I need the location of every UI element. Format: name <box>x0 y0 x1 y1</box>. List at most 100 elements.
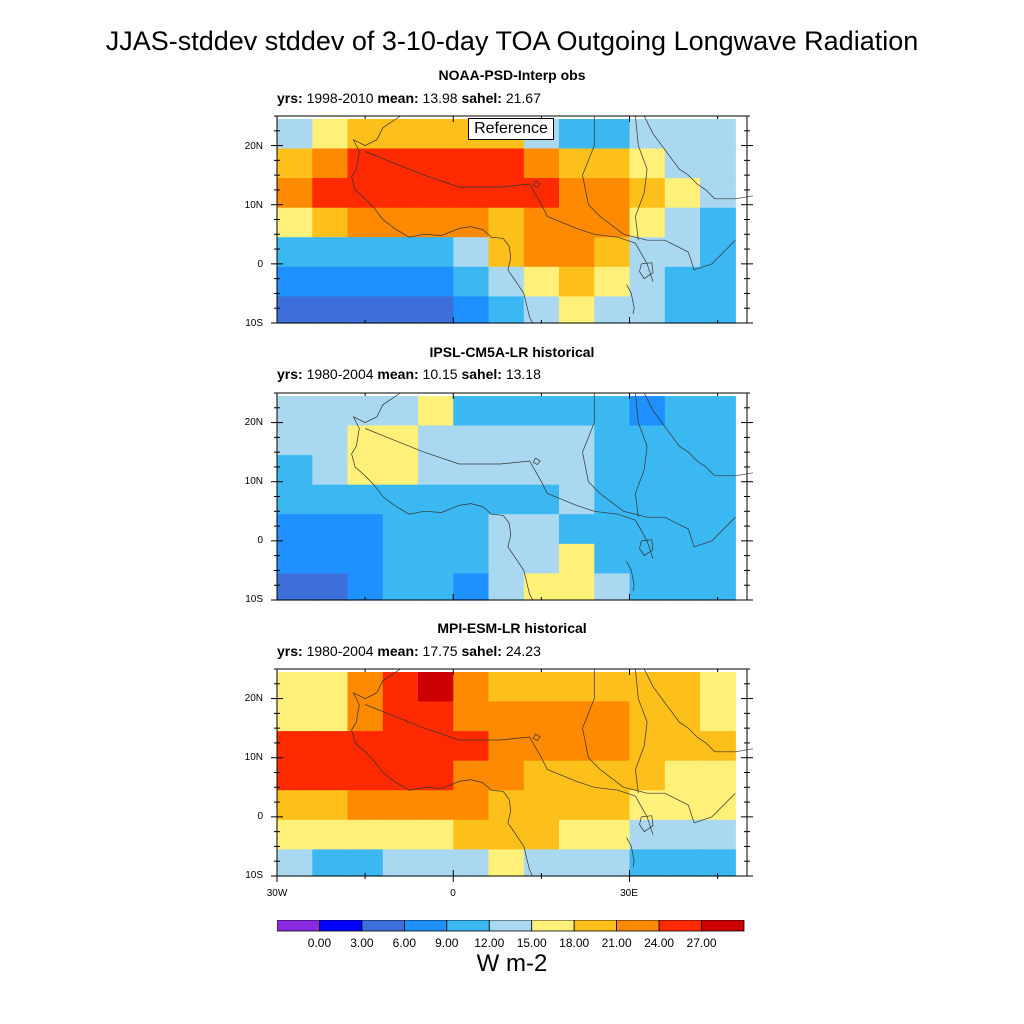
heatmap-cell <box>488 207 525 238</box>
heatmap-cell <box>700 790 736 821</box>
heatmap-cell <box>312 266 349 297</box>
heatmap-cell <box>418 237 454 268</box>
colorbar-label: 9.00 <box>435 936 459 950</box>
heatmap-cell <box>629 148 666 179</box>
heatmap-cell <box>453 701 490 732</box>
coastline-path <box>582 669 736 824</box>
heatmap-cell <box>418 207 454 238</box>
map-panel-1 <box>271 115 753 324</box>
heatmap-cell <box>594 849 631 877</box>
colorbar-label: 12.00 <box>474 936 505 950</box>
figure-title: JJAS-stddev stddev of 3-10-day TOA Outgo… <box>105 26 919 56</box>
heatmap-cell <box>559 731 595 762</box>
heatmap-cell <box>382 672 419 703</box>
heatmap-cell <box>523 760 560 791</box>
heatmap-cell <box>629 296 666 324</box>
lat-label-20n: 20N <box>244 141 263 152</box>
heatmap-cell <box>629 425 666 456</box>
heatmap-cell <box>488 543 525 574</box>
colorbar-swatch <box>319 919 363 932</box>
coastline-path <box>626 561 635 592</box>
heatmap-cell <box>700 543 736 574</box>
colorbar-label: 15.00 <box>516 936 547 950</box>
heatmap-cell <box>523 701 560 732</box>
heatmap-cell <box>629 119 666 150</box>
heatmap-cell <box>453 148 490 179</box>
heatmap-cell <box>312 178 349 209</box>
heatmap-cell <box>594 455 631 486</box>
heatmap-cell <box>453 425 490 456</box>
heatmap-cell <box>594 819 631 850</box>
coastline-path <box>639 262 654 280</box>
colorbar-label: 3.00 <box>350 936 374 950</box>
heatmap-cell <box>277 396 313 427</box>
heatmap-cell <box>559 819 595 850</box>
colorbar-swatch <box>276 919 320 932</box>
heatmap-cell <box>453 573 490 601</box>
heatmap-cell <box>523 148 560 179</box>
heatmap-cell <box>312 425 349 456</box>
heatmap-cell <box>347 207 384 238</box>
lat-label-10s: 10S <box>245 318 263 329</box>
panel-title-3: MPI-ESM-LR historical <box>437 620 587 636</box>
heatmap-cell <box>664 396 701 427</box>
heatmap-cell <box>312 573 349 601</box>
coastline-path <box>353 115 401 146</box>
heatmap-cell <box>312 849 349 877</box>
heatmap-cell <box>523 207 560 238</box>
heatmap-cell <box>523 790 560 821</box>
heatmap-cell <box>700 672 736 703</box>
heatmap-cell <box>382 849 419 877</box>
heatmap-cell <box>594 207 631 238</box>
heatmap-cell <box>453 455 490 486</box>
heatmap-cell <box>312 543 349 574</box>
heatmap-cell <box>382 819 419 850</box>
heatmap-cell <box>347 237 384 268</box>
heatmap-cell <box>664 425 701 456</box>
heatmap-cell <box>488 425 525 456</box>
heatmap-cell <box>629 514 666 545</box>
lat-label-eq: 0 <box>257 811 263 822</box>
heatmap-cell <box>523 178 560 209</box>
heatmap-cell <box>700 819 736 850</box>
heatmap-cell <box>312 484 349 515</box>
heatmap-cell <box>347 819 384 850</box>
heatmap-cell <box>418 701 454 732</box>
heatmap-cell <box>488 514 525 545</box>
heatmap-cell <box>312 819 349 850</box>
colorbar-swatch <box>658 919 703 932</box>
heatmap-cell <box>312 514 349 545</box>
heatmap-cell <box>277 425 313 456</box>
coastline-path <box>353 668 401 699</box>
panel-stats-3: yrs: 1980-2004 mean: 17.75 sahel: 24.23 <box>277 643 541 659</box>
heatmap-cell <box>559 573 595 601</box>
panel-stats-2: yrs: 1980-2004 mean: 10.15 sahel: 13.18 <box>277 366 541 382</box>
heatmap-cell <box>382 701 419 732</box>
coastline-path <box>532 457 541 466</box>
heatmap-cell <box>559 178 595 209</box>
heatmap-cell <box>559 266 595 297</box>
heatmap-cell <box>382 731 419 762</box>
heatmap-cell <box>594 790 631 821</box>
heatmap-cell <box>453 178 490 209</box>
lat-label-10n: 10N <box>244 476 263 487</box>
heatmap-cell <box>700 701 736 732</box>
heatmap-cell <box>594 119 631 150</box>
heatmap-cell <box>488 731 525 762</box>
heatmap-cell <box>664 237 701 268</box>
heatmap-cell <box>312 296 349 324</box>
heatmap-cell <box>559 514 595 545</box>
heatmap-cell <box>559 425 595 456</box>
heatmap-cell <box>559 672 595 703</box>
heatmap-cell <box>594 266 631 297</box>
heatmap-cell <box>312 760 349 791</box>
heatmap-cell <box>664 296 701 324</box>
heatmap-cell <box>418 672 454 703</box>
heatmap-cell <box>277 237 313 268</box>
heatmap-cell <box>664 573 701 601</box>
heatmap-cell <box>488 760 525 791</box>
heatmap-cell <box>453 672 490 703</box>
heatmap-cell <box>382 760 419 791</box>
colorbar-swatch <box>531 919 575 932</box>
heatmap-cell <box>488 819 525 850</box>
